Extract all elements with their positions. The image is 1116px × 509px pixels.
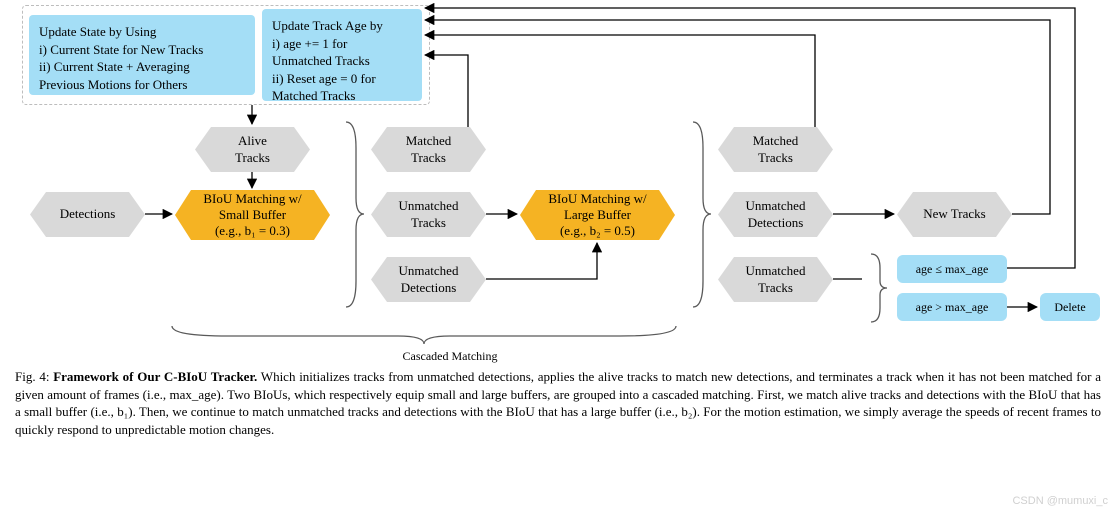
- pill-label: age > max_age: [916, 300, 989, 315]
- diagram-canvas: Update State by Using i) Current State f…: [0, 0, 1116, 509]
- hex-label: MatchedTracks: [406, 133, 451, 166]
- fig-label: Fig. 4:: [15, 369, 53, 384]
- watermark-text: CSDN @mumuxi_c: [1012, 495, 1108, 507]
- fig-title: Framework of Our C-BIoU Tracker.: [53, 369, 257, 384]
- box-text: Update State by Using: [39, 24, 156, 39]
- box-text: i) age += 1 for: [272, 36, 347, 51]
- brace-cascaded: [168, 322, 680, 348]
- hex-unm_det1: UnmatchedDetections: [371, 257, 486, 302]
- cascaded-label: Cascaded Matching: [370, 350, 530, 362]
- hex-label: AliveTracks: [235, 133, 270, 166]
- hex-label: UnmatchedTracks: [746, 263, 806, 296]
- hex-alive: AliveTracks: [195, 127, 310, 172]
- box-update-age: Update Track Age by i) age += 1 for Unma…: [262, 9, 422, 101]
- hex-biou2: BIoU Matching w/Large Buffer(e.g., b₂ = …: [520, 190, 675, 240]
- cascaded-text: Cascaded Matching: [403, 349, 498, 363]
- pill-age-le: age ≤ max_age: [897, 255, 1007, 283]
- hex-matched1: MatchedTracks: [371, 127, 486, 172]
- hex-label: MatchedTracks: [753, 133, 798, 166]
- hex-biou1: BIoU Matching w/Small Buffer(e.g., b₁ = …: [175, 190, 330, 240]
- figure-caption: Fig. 4: Framework of Our C-BIoU Tracker.…: [15, 368, 1101, 438]
- pill-label: age ≤ max_age: [916, 262, 989, 277]
- watermark: CSDN @mumuxi_c: [1012, 495, 1108, 507]
- box-text: ii) Current State + Averaging: [39, 59, 190, 74]
- hex-unm_tracks1: UnmatchedTracks: [371, 192, 486, 237]
- hex-label: UnmatchedDetections: [399, 263, 459, 296]
- pill-delete: Delete: [1040, 293, 1100, 321]
- box-text: i) Current State for New Tracks: [39, 42, 203, 57]
- box-text: Unmatched Tracks: [272, 53, 370, 68]
- box-text: Previous Motions for Others: [39, 77, 187, 92]
- hex-new_tracks: New Tracks: [897, 192, 1012, 237]
- brace-after-biou2: [685, 118, 715, 311]
- hex-unm_det2: UnmatchedDetections: [718, 192, 833, 237]
- hex-unm_tracks2: UnmatchedTracks: [718, 257, 833, 302]
- hex-label: BIoU Matching w/Large Buffer(e.g., b₂ = …: [548, 191, 646, 240]
- box-text: ii) Reset age = 0 for: [272, 71, 376, 86]
- brace-age-split: [865, 251, 893, 325]
- brace-after-biou1: [338, 118, 368, 311]
- hex-detections: Detections: [30, 192, 145, 237]
- hex-label: UnmatchedTracks: [399, 198, 459, 231]
- box-update-state: Update State by Using i) Current State f…: [29, 15, 255, 95]
- box-text: Matched Tracks: [272, 88, 355, 103]
- hex-label: BIoU Matching w/Small Buffer(e.g., b₁ = …: [203, 191, 301, 240]
- hex-matched2: MatchedTracks: [718, 127, 833, 172]
- pill-label: Delete: [1054, 300, 1085, 315]
- hex-label: Detections: [60, 206, 116, 222]
- hex-label: New Tracks: [923, 206, 985, 222]
- box-text: Update Track Age by: [272, 18, 383, 33]
- hex-label: UnmatchedDetections: [746, 198, 806, 231]
- pill-age-gt: age > max_age: [897, 293, 1007, 321]
